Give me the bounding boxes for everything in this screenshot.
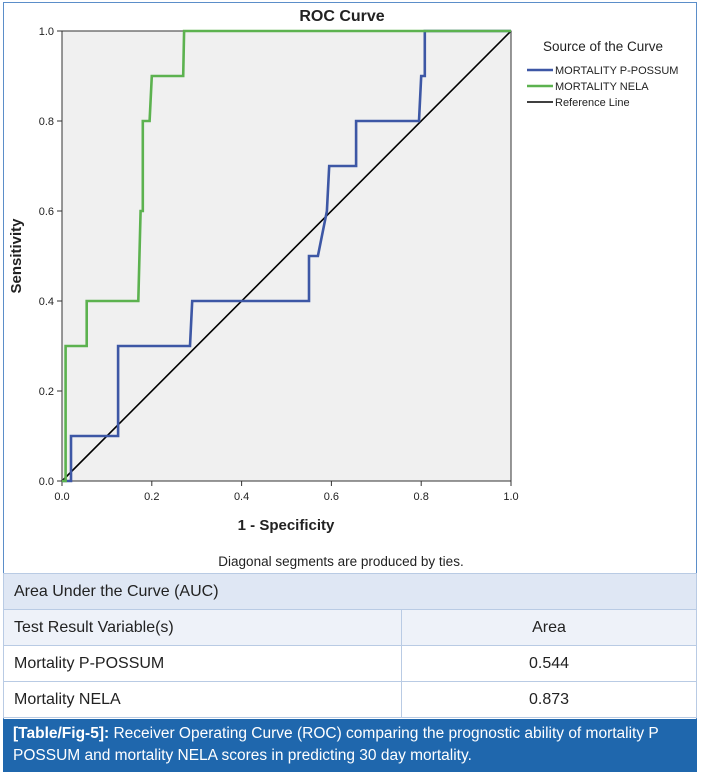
x-axis-label: 1 - Specificity (238, 517, 335, 534)
column-header-area: Area (401, 609, 697, 646)
table-row: Mortality NELA 0.873 (3, 681, 697, 718)
row-variable: Mortality NELA (3, 681, 402, 718)
legend-label: MORTALITY P-POSSUM (555, 65, 678, 77)
series-line-mortality-nela (62, 29, 511, 483)
row-area: 0.544 (401, 645, 697, 682)
x-tick-label: 0.4 (234, 491, 249, 503)
x-tick-label: 0.2 (144, 491, 159, 503)
series-line-mortality-p-possum (62, 29, 511, 483)
y-tick-label: 1.0 (39, 26, 54, 38)
y-tick-label: 0.6 (39, 206, 54, 218)
figure-caption: [Table/Fig-5]: Receiver Operating Curve … (3, 719, 697, 772)
y-tick-label: 0.8 (39, 116, 54, 128)
x-tick-label: 1.0 (503, 491, 518, 503)
auc-table-header-row: Test Result Variable(s) Area (3, 609, 697, 646)
caption-text: Receiver Operating Curve (ROC) comparing… (13, 725, 659, 764)
y-axis: 0.0 0.2 0.4 0.6 0.8 1.0 (39, 26, 62, 488)
chart-title: ROC Curve (299, 8, 384, 25)
column-header-variable: Test Result Variable(s) (3, 609, 402, 646)
series-lines (61, 29, 512, 483)
legend: MORTALITY P-POSSUM MORTALITY NELA Referenc… (527, 65, 678, 109)
auc-table-title: Area Under the Curve (AUC) (3, 573, 697, 610)
row-variable: Mortality P-POSSUM (3, 645, 402, 682)
x-tick-label: 0.0 (54, 491, 69, 503)
y-axis-label: Sensitivity (8, 218, 25, 294)
legend-label: MORTALITY NELA (555, 81, 649, 93)
ties-note: Diagonal segments are produced by ties. (218, 554, 463, 569)
auc-table-title-row: Area Under the Curve (AUC) (3, 573, 697, 610)
caption-label: [Table/Fig-5]: (13, 725, 110, 742)
x-tick-label: 0.6 (324, 491, 339, 503)
legend-title: Source of the Curve (543, 39, 663, 54)
y-tick-label: 0.0 (39, 476, 54, 488)
auc-table: Area Under the Curve (AUC) Test Result V… (3, 573, 697, 718)
x-tick-label: 0.8 (414, 491, 429, 503)
row-area: 0.873 (401, 681, 697, 718)
series-line-reference-line (61, 30, 512, 482)
roc-chart: ROC Curve 0.0 0.2 0.4 0.6 0.8 1.0 0.00.20.40.… (8, 8, 678, 569)
y-tick-label: 0.4 (39, 296, 54, 308)
legend-label: Reference Line (555, 97, 630, 109)
table-row: Mortality P-POSSUM 0.544 (3, 645, 697, 682)
x-axis: 0.0 0.2 0.4 0.6 0.8 1.0 (54, 481, 519, 503)
y-tick-label: 0.2 (39, 386, 54, 398)
